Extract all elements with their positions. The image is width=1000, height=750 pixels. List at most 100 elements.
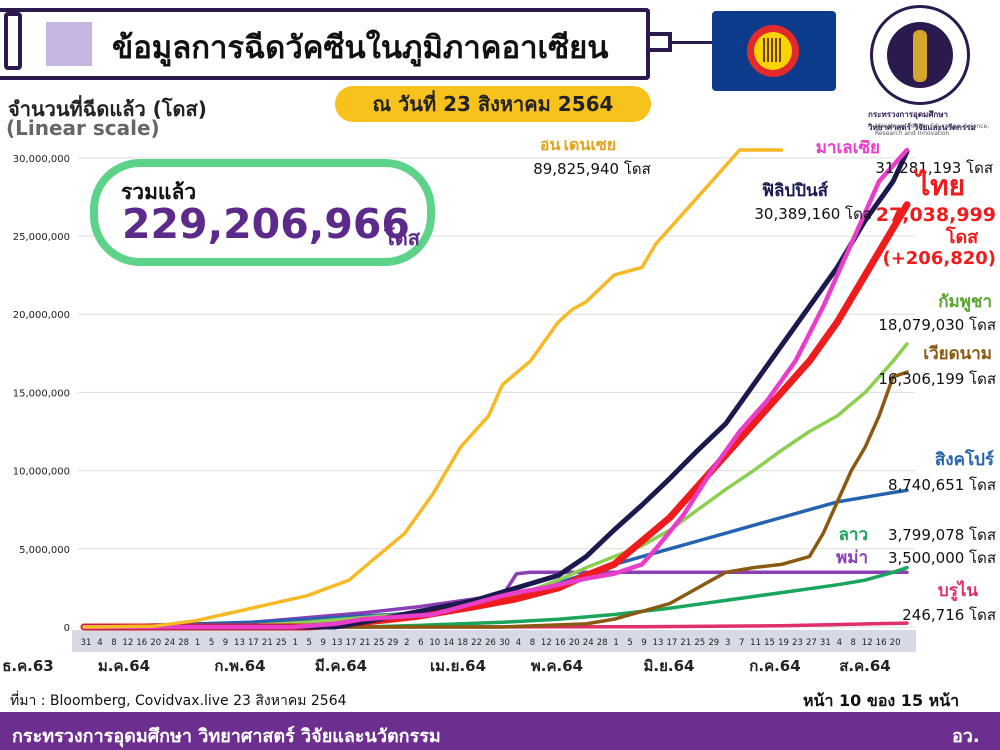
- x-tick-label: 14: [443, 638, 454, 648]
- x-tick-label: 17: [666, 638, 677, 648]
- x-tick-label: 25: [276, 638, 287, 648]
- x-tick-label: 12: [122, 638, 133, 648]
- total-box: [90, 159, 435, 266]
- x-tick-label: 29: [387, 638, 398, 648]
- x-month-label: มี.ค.64: [315, 657, 367, 675]
- x-tick-label: 13: [234, 638, 245, 648]
- series-value-label: 246,716 โดส: [902, 606, 996, 624]
- series-line: [82, 370, 909, 629]
- x-tick-label: 30: [499, 638, 510, 648]
- series-value-label: 31,281,193 โดส: [875, 159, 993, 177]
- x-tick-label: 12: [862, 638, 873, 648]
- x-tick-label: 5: [306, 638, 311, 648]
- x-tick-label: 2: [404, 638, 409, 648]
- syringe-plunger: [4, 12, 22, 70]
- x-month-label: ม.ค.64: [98, 657, 150, 675]
- axis-scale: (Linear scale): [6, 116, 160, 140]
- x-tick-label: 13: [653, 638, 664, 648]
- x-tick-label: 31: [81, 638, 92, 648]
- x-tick-label: 17: [248, 638, 259, 648]
- x-tick-label: 23: [792, 638, 803, 648]
- x-tick-label: 9: [641, 638, 646, 648]
- x-tick-label: 26: [485, 638, 496, 648]
- x-tick-label: 20: [890, 638, 901, 648]
- x-tick-label: 25: [374, 638, 385, 648]
- x-tick-label: 1: [195, 638, 200, 648]
- x-tick-label: 20: [150, 638, 161, 648]
- series-value-label: 30,389,160 โดส: [754, 205, 872, 223]
- y-tick-label: 0: [64, 623, 70, 634]
- x-tick-label: 9: [223, 638, 228, 648]
- x-tick-label: 11: [750, 638, 761, 648]
- ministry-name-th: กระทรวงการอุดมศึกษา วิทยาศาสตร์ วิจัยและ…: [868, 110, 976, 132]
- x-tick-label: 4: [516, 638, 521, 648]
- series-name-label: สิงคโปร์: [935, 449, 995, 470]
- y-tick-label: 20,000,000: [13, 310, 70, 321]
- x-tick-label: 13: [332, 638, 343, 648]
- x-axis-band: [72, 630, 916, 652]
- x-tick-label: 27: [806, 638, 817, 648]
- x-tick-label: 17: [346, 638, 357, 648]
- page-title: ข้อมูลการฉีดวัคซีนในภูมิภาคอาเซียน: [112, 30, 609, 66]
- x-tick-label: 21: [262, 638, 273, 648]
- thai-unit-label: โดส: [945, 226, 979, 248]
- footer-abbr: อว.: [952, 726, 980, 747]
- y-tick-label: 15,000,000: [13, 388, 70, 399]
- total-unit: โดส: [384, 226, 420, 250]
- x-tick-label: 6: [418, 638, 423, 648]
- series-line: [81, 149, 910, 630]
- source-note: ที่มา : Bloomberg, Covidvax.live 23 สิงห…: [10, 693, 347, 709]
- x-tick-label: 1: [613, 638, 618, 648]
- x-month-label: ก.พ.64: [214, 657, 265, 675]
- y-tick-label: 30,000,000: [13, 154, 70, 165]
- footer-org: กระทรวงการอุดมศึกษา วิทยาศาสตร์ วิจัยและ…: [12, 726, 441, 747]
- series-value-label: 89,825,940 โดส: [533, 160, 651, 178]
- series-name-label: ฟิลิปปินส์: [762, 180, 829, 201]
- x-tick-label: 24: [164, 638, 175, 648]
- date-badge: ณ วันที่ 23 สิงหาคม 2564: [335, 86, 651, 122]
- series-value-label: 27,038,999: [876, 204, 996, 226]
- series-value-label: 3,799,078 โดส: [888, 526, 996, 544]
- x-month-label: มิ.ย.64: [644, 657, 695, 675]
- x-tick-label: 15: [764, 638, 775, 648]
- y-tick-label: 5,000,000: [19, 545, 70, 556]
- x-tick-label: 8: [111, 638, 116, 648]
- x-tick-label: 19: [778, 638, 789, 648]
- series-name-label: เวียดนาม: [923, 343, 992, 364]
- x-tick-label: 21: [360, 638, 371, 648]
- series-line: [81, 147, 910, 630]
- x-tick-label: 24: [583, 638, 594, 648]
- x-tick-label: 16: [555, 638, 566, 648]
- x-month-label: ส.ค.64: [839, 657, 890, 675]
- x-tick-label: 25: [694, 638, 705, 648]
- x-month-label: พ.ค.64: [531, 657, 583, 675]
- x-tick-label: 8: [530, 638, 535, 648]
- x-tick-label: 5: [209, 638, 214, 648]
- total-value: 229,206,966: [122, 200, 410, 248]
- y-tick-label: 25,000,000: [13, 232, 70, 243]
- x-tick-label: 5: [627, 638, 632, 648]
- ministry-logo-icon: [870, 5, 970, 105]
- series-name-label: บรูไน: [938, 580, 978, 602]
- page-indicator: หน้า 10 ของ 15 หน้า: [803, 691, 960, 710]
- x-tick-label: 29: [708, 638, 719, 648]
- series-name-label: ลาว: [838, 525, 868, 545]
- x-month-label: ก.ค.64: [749, 657, 800, 675]
- total-label: รวมแล้ว: [121, 180, 197, 204]
- x-tick-label: 8: [851, 638, 856, 648]
- series-value-label: 8,740,651 โดส: [888, 476, 996, 494]
- vaccination-line-chart: 0 5,000,000 10,000,000 15,000,000 20,000,000…: [2, 140, 996, 675]
- series-name-label: มาเลเซีย: [816, 140, 880, 158]
- ministry-name-en: Ministry of Higher Education, Science, R…: [875, 123, 990, 137]
- x-tick-label: 22: [471, 638, 482, 648]
- x-tick-label: 16: [876, 638, 887, 648]
- x-tick-label: 28: [178, 638, 189, 648]
- series-name-label: พม่า: [836, 548, 868, 568]
- footer-bar: [0, 712, 1000, 750]
- x-tick-label: 16: [136, 638, 147, 648]
- x-tick-label: 9: [320, 638, 325, 648]
- x-month-label: เม.ย.64: [430, 657, 486, 675]
- x-tick-label: 21: [680, 638, 691, 648]
- series-value-label: 3,500,000 โดส: [888, 549, 996, 567]
- thai-delta-label: (+206,820): [882, 248, 996, 269]
